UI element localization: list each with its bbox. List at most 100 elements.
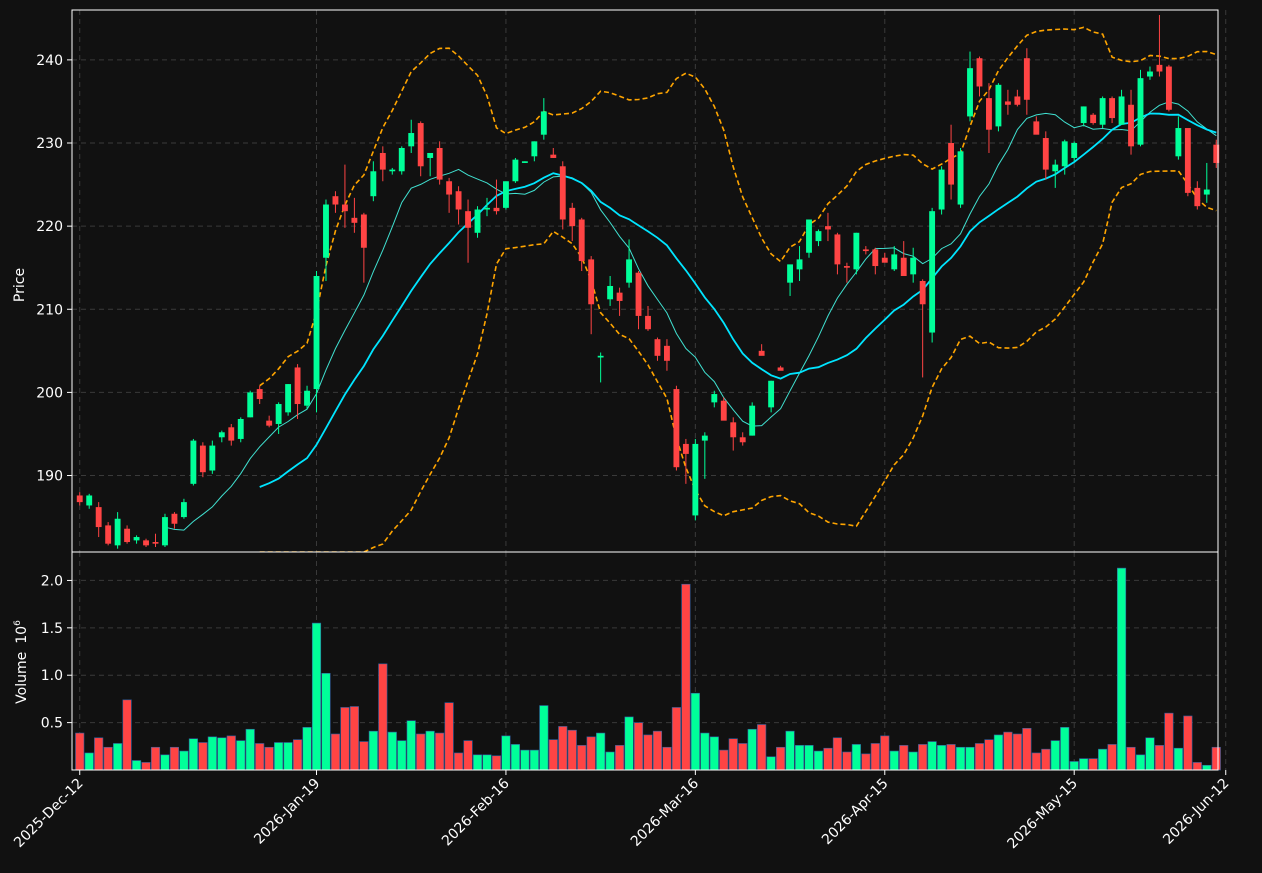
volume-bar — [454, 752, 464, 771]
candle-body — [304, 390, 310, 406]
volume-bar — [861, 753, 871, 771]
volume-bar — [330, 733, 341, 771]
volume-bar — [103, 746, 113, 771]
candle-body — [682, 443, 689, 454]
candle-body — [1099, 98, 1106, 125]
volume-bar — [1173, 747, 1183, 771]
candle-body — [86, 495, 93, 506]
candle-body — [446, 181, 453, 195]
volume-bar — [340, 707, 350, 771]
candle-body — [815, 231, 822, 242]
candle-body — [645, 315, 651, 330]
volume-bar — [719, 749, 729, 771]
volume-bar — [908, 751, 918, 771]
candle-body — [881, 257, 888, 263]
candle-body — [834, 234, 841, 265]
volume-bar — [946, 744, 956, 771]
candle-body — [692, 443, 699, 516]
candle-body — [180, 502, 187, 518]
volume-bar — [1183, 715, 1193, 771]
volume-bar — [1154, 745, 1164, 771]
price-tick-label: 220 — [36, 219, 63, 235]
candle-body — [105, 525, 112, 544]
candle-body — [521, 161, 528, 163]
candle-body — [1052, 164, 1059, 172]
volume-bar — [918, 744, 928, 771]
candle-body — [465, 211, 471, 228]
price-axis-label: Price — [12, 268, 28, 302]
volume-bar — [416, 733, 426, 771]
candle-body — [379, 152, 386, 170]
candle-body — [540, 111, 547, 135]
candle-body — [872, 249, 879, 267]
volume-bar — [501, 735, 511, 771]
volume-bar — [94, 737, 104, 771]
volume-bar — [993, 734, 1003, 771]
volume-bar — [1069, 761, 1079, 771]
volume-bar — [1211, 746, 1221, 771]
candle-body — [1004, 101, 1011, 105]
candle-body — [1213, 144, 1220, 163]
candle-body — [1175, 128, 1182, 157]
candle-body — [559, 166, 566, 220]
candle-body — [673, 389, 680, 468]
candle-body — [654, 339, 661, 356]
volume-bar — [1031, 752, 1041, 771]
candle-body — [635, 272, 642, 316]
candle-body — [323, 204, 329, 258]
volume-bar — [955, 746, 966, 771]
candle-body — [1184, 128, 1191, 193]
candle-body — [701, 435, 708, 441]
grid-lines — [72, 10, 1227, 770]
candle-body — [493, 207, 500, 212]
candle-body — [370, 171, 377, 197]
candle-body — [455, 191, 462, 210]
candle-body — [862, 249, 869, 252]
candle-body — [1194, 187, 1201, 207]
volume-bar — [709, 736, 719, 771]
candle-body — [275, 404, 282, 424]
volume-bar — [188, 738, 198, 771]
volume-tick-label: 0.5 — [41, 716, 63, 732]
candle-body — [711, 394, 718, 403]
volume-bar — [766, 756, 776, 771]
candles — [76, 14, 1220, 549]
volume-bar — [387, 731, 397, 771]
volume-tick-label: 1.5 — [41, 621, 63, 637]
volume-bar — [1022, 727, 1032, 771]
volume-bar — [160, 754, 170, 771]
candle-body — [796, 259, 803, 270]
volume-tick-label: 2.0 — [41, 573, 63, 589]
candle-body — [720, 400, 727, 421]
volume-bar — [832, 737, 842, 771]
volume-bar — [1107, 744, 1117, 771]
candle-body — [285, 384, 292, 413]
volume-bar — [965, 746, 975, 771]
volume-bar — [463, 740, 473, 771]
candle-body — [749, 405, 756, 436]
volume-bar — [1145, 737, 1155, 771]
candle-body — [1156, 64, 1163, 72]
volume-bar — [633, 722, 644, 771]
volume-bar — [681, 583, 691, 771]
volume-bar — [757, 724, 767, 771]
volume-bar — [472, 754, 483, 771]
volume-bar — [302, 727, 312, 771]
volume-bar — [643, 734, 653, 771]
volume-bar — [491, 755, 502, 771]
candle-body — [597, 355, 604, 358]
volume-bar — [596, 732, 606, 771]
volume-bar — [548, 739, 558, 771]
candle-body — [853, 232, 860, 270]
candle-body — [787, 264, 794, 283]
candle-body — [531, 141, 538, 157]
volume-axis-exponent: 6 — [13, 620, 23, 626]
price-tick-label: 200 — [36, 385, 63, 401]
upper-band-line — [259, 26, 1217, 387]
candle-body — [758, 350, 765, 356]
candle-body — [417, 123, 424, 167]
candle-body — [777, 367, 784, 371]
candle-body — [408, 133, 415, 147]
candle-body — [474, 209, 481, 233]
